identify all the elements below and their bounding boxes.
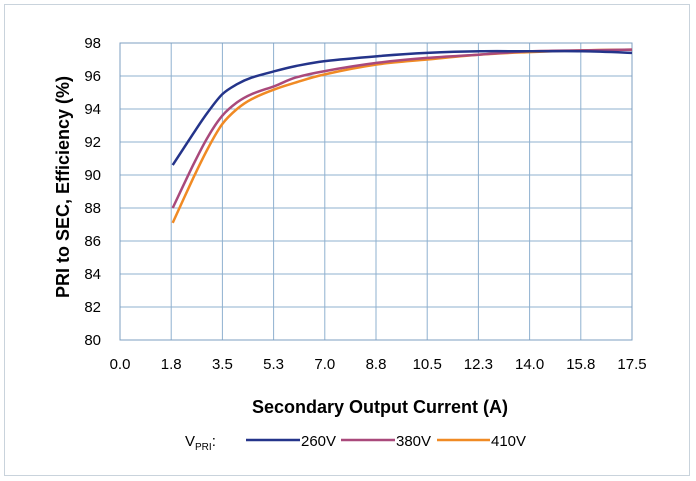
y-axis-title: PRI to SEC, Efficiency (%): [53, 76, 73, 298]
legend-label-410v: 410V: [491, 433, 526, 450]
legend-title-sub: PRI: [195, 442, 212, 453]
x-tick-label: 15.8: [566, 356, 595, 373]
y-tick-labels: 80 82 84 86 88 90 92 94 96 98: [84, 35, 101, 349]
x-tick-label: 12.3: [464, 356, 493, 373]
x-tick-label: 1.8: [161, 356, 182, 373]
x-tick-label: 3.5: [212, 356, 233, 373]
series-line-380v: [171, 48, 633, 209]
series-layer: [171, 48, 633, 224]
y-tick-label: 86: [84, 233, 101, 250]
x-tick-label: 10.5: [413, 356, 442, 373]
y-tick-label: 84: [84, 266, 101, 283]
grid: [119, 42, 633, 341]
x-tick-label: 14.0: [515, 356, 544, 373]
y-tick-label: 80: [84, 332, 101, 349]
y-tick-label: 90: [84, 167, 101, 184]
y-tick-label: 88: [84, 200, 101, 217]
x-tick-label: 8.8: [366, 356, 387, 373]
series-line-260v: [171, 49, 633, 166]
legend-label-260v: 260V: [301, 433, 336, 450]
x-tick-label: 0.0: [110, 356, 131, 373]
y-tick-label: 96: [84, 68, 101, 85]
legend-title-main: V: [185, 433, 195, 450]
legend-title-suffix: :: [212, 433, 216, 450]
y-tick-label: 82: [84, 299, 101, 316]
x-tick-labels: 0.0 1.8 3.5 5.3 7.0 8.8 10.5 12.3 14.0 15.8 17.5: [110, 356, 647, 373]
y-tick-label: 98: [84, 35, 101, 52]
legend-title: VPRI:: [185, 433, 216, 453]
chart-frame: [4, 4, 690, 476]
x-tick-label: 7.0: [314, 356, 335, 373]
x-tick-label: 5.3: [263, 356, 284, 373]
legend: VPRI: 260V 380V 410V: [185, 433, 526, 453]
legend-label-380v: 380V: [396, 433, 431, 450]
x-axis-title: Secondary Output Current (A): [252, 397, 508, 417]
plot-area: [119, 42, 633, 341]
y-tick-label: 92: [84, 134, 101, 151]
y-tick-label: 94: [84, 101, 101, 118]
x-tick-label: 17.5: [617, 356, 646, 373]
